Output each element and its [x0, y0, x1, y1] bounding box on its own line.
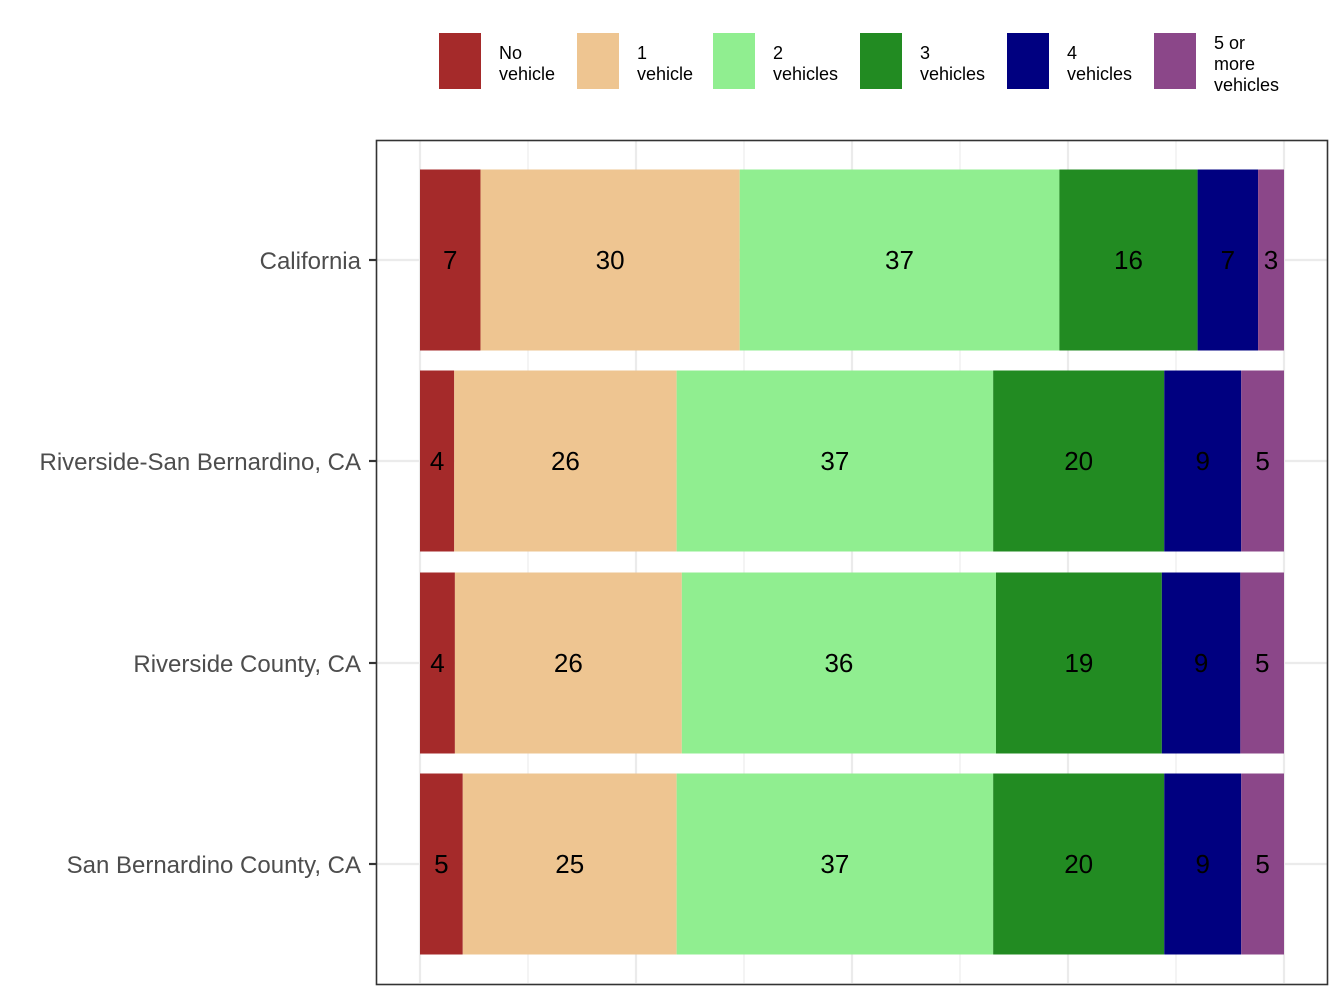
legend-label: 2 [773, 43, 783, 63]
bar-segment [1240, 572, 1284, 754]
bar-data-label: 7 [1221, 245, 1235, 275]
bar-data-label: 25 [555, 849, 584, 879]
legend-label: vehicle [499, 64, 555, 84]
legend-label: vehicles [1067, 64, 1132, 84]
bar-data-label: 36 [824, 648, 853, 678]
bar-segment [1164, 773, 1242, 955]
bar-segment [1161, 572, 1241, 754]
bar-segment [420, 370, 455, 552]
legend-label: 4 [1067, 43, 1077, 63]
bar-data-label: 9 [1194, 648, 1208, 678]
legend-label: vehicles [1214, 75, 1279, 95]
bar-segment [1164, 370, 1242, 552]
bar-segment [676, 773, 994, 955]
plot-panel-border [375, 139, 1329, 986]
bar-data-label: 30 [596, 245, 625, 275]
y-tick-label: Riverside-San Bernardino, CA [40, 449, 361, 476]
bar-segment [681, 572, 996, 754]
bar-data-label: 26 [554, 648, 583, 678]
bar-data-label: 26 [551, 446, 580, 476]
y-tick-label: San Bernardino County, CA [67, 852, 361, 879]
bar-segment [996, 572, 1162, 754]
legend-label: vehicle [637, 64, 693, 84]
legend-key [860, 33, 902, 89]
bar-segment [420, 169, 481, 351]
bar-segment [739, 169, 1060, 351]
legend-label: more [1214, 54, 1255, 74]
bar-data-label: 4 [430, 446, 444, 476]
legend-label: 1 [637, 43, 647, 63]
bar-data-label: 9 [1195, 446, 1209, 476]
bar-segment [454, 370, 677, 552]
bar-data-label: 5 [1255, 648, 1269, 678]
bar-data-label: 5 [1255, 849, 1269, 879]
legend-label: 3 [920, 43, 930, 63]
bar-segment [420, 572, 455, 754]
bar-data-label: 20 [1064, 446, 1093, 476]
legend-key [1154, 33, 1196, 89]
legend-label: vehicles [773, 64, 838, 84]
bar-segment [480, 169, 740, 351]
bar-data-label: 37 [820, 446, 849, 476]
bar-data-label: 5 [1255, 446, 1269, 476]
bar-segment [1241, 773, 1284, 955]
bar-data-label: 7 [443, 245, 457, 275]
legend-label: 5 or [1214, 33, 1245, 53]
legend-key [577, 33, 619, 89]
bar-segment [676, 370, 994, 552]
bar-segment [420, 773, 463, 955]
legend-label: No [499, 43, 522, 63]
bar-data-label: 37 [885, 245, 914, 275]
bar-data-label: 5 [434, 849, 448, 879]
y-axis: California Riverside-San Bernardino, CA Ri… [40, 248, 376, 879]
bar-segment [1241, 370, 1284, 552]
bar-data-label: 9 [1195, 849, 1209, 879]
bar-segment [462, 773, 677, 955]
legend-key [439, 33, 481, 89]
bar-segment [993, 773, 1165, 955]
bar-data-label: 3 [1264, 245, 1278, 275]
bar-segment [993, 370, 1165, 552]
legend-label: vehicles [920, 64, 985, 84]
bar-data-label: 4 [430, 648, 444, 678]
legend: Novehicle1vehicle2vehicles3vehicles4vehi… [439, 33, 1279, 95]
y-tick-label: California [260, 248, 362, 275]
legend-key [1007, 33, 1049, 89]
y-tick-label: Riverside County, CA [133, 651, 361, 678]
bar-data-label: 20 [1064, 849, 1093, 879]
data-labels: 7 30 37 16 7 34 26 37 20 9 54 26 36 19 9 55 25 37 20 9 5 [430, 245, 1278, 879]
bar-segment [1258, 169, 1284, 351]
bar-segment [454, 572, 682, 754]
bars [420, 169, 1284, 955]
legend-key [713, 33, 755, 89]
bar-data-label: 16 [1114, 245, 1143, 275]
bar-data-label: 37 [820, 849, 849, 879]
bar-data-label: 19 [1064, 648, 1093, 678]
bar-segment [1197, 169, 1259, 351]
bar-segment [1059, 169, 1198, 351]
